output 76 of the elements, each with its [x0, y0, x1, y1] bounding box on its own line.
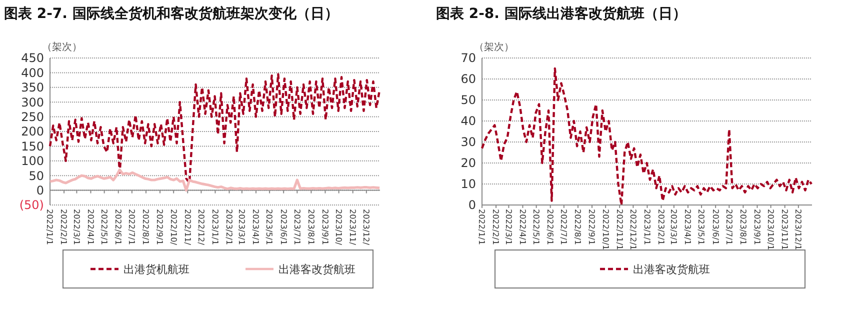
y-tick-label: 50 [28, 168, 44, 183]
x-tick-label: 2023/9/1 [320, 209, 330, 245]
x-tick-label: 2022/12/ [196, 209, 206, 246]
x-tick-label: 2023/10/1 [766, 209, 776, 250]
x-tick-label: 2022/12/1 [628, 209, 638, 250]
x-tick-label: 2023/11/1 [780, 209, 790, 250]
x-tick-label: 2022/9/1 [155, 209, 164, 245]
x-tick-label: 2022/6/1 [114, 209, 123, 245]
y-tick-label: 60 [460, 72, 476, 86]
x-tick-label: 2022/8/1 [573, 209, 582, 245]
line-series [48, 168, 381, 192]
x-tick-label: 2022/2/1 [59, 209, 68, 245]
y-tick-label: 250 [21, 110, 44, 124]
x-tick-label: 2022/11/1 [614, 209, 624, 250]
x-tick-label: 2023/12/ [362, 209, 371, 246]
x-tick-label: 2022/4/1 [86, 209, 95, 245]
x-tick-label: 2023/2/1 [656, 209, 666, 245]
legend-label: 出港客改货航班 [633, 262, 710, 276]
x-tick-label: 2022/4/1 [518, 209, 527, 245]
x-tick-label: 2022/2/1 [491, 209, 500, 245]
x-tick-label: 2022/10/1 [600, 209, 610, 250]
x-tick-label: 2023/5/1 [696, 209, 706, 245]
x-tick-label: 2022/7/1 [559, 209, 568, 245]
y-axis-title: （架次） [42, 41, 82, 53]
x-tick-label: 2022/10/ [168, 209, 178, 246]
x-tick-label: 2022/5/1 [532, 209, 541, 245]
x-tick-label: 2023/7/1 [292, 209, 302, 245]
line-series [48, 73, 381, 184]
y-tick-label: 100 [21, 154, 44, 168]
x-tick-label: 2022/8/1 [141, 209, 150, 245]
x-tick-label: 2023/6/1 [710, 209, 720, 245]
y-tick-label: 10 [460, 177, 476, 192]
x-tick-label: 2023/6/1 [278, 209, 288, 245]
y-tick-label: 150 [21, 139, 44, 154]
x-tick-label: 2023/5/1 [264, 209, 274, 245]
x-tick-label: 2022/7/1 [127, 209, 136, 245]
y-tick-label: 200 [21, 124, 44, 139]
x-tick-label: 2022/3/1 [504, 209, 513, 245]
y-tick-label: 350 [21, 80, 44, 95]
x-tick-label: 2023/3/1 [237, 209, 246, 245]
y-tick-label: 20 [460, 156, 476, 170]
x-tick-label: 2023/8/1 [738, 209, 748, 245]
y-tick-label: 70 [460, 51, 476, 66]
x-tick-label: 2023/9/1 [752, 209, 762, 245]
legend-label: 出港货机航班 [124, 262, 190, 276]
y-tick-label: 0 [468, 198, 476, 212]
chart-title: 图表 2-8. 国际线出港客改货航班（日） [436, 5, 686, 22]
y-tick-label: 400 [21, 66, 44, 80]
x-tick-label: 2023/8/1 [306, 209, 316, 245]
x-tick-label: 2023/11/ [348, 209, 358, 246]
x-tick-label: 2022/11/ [182, 209, 192, 246]
y-tick-label: 50 [460, 93, 476, 108]
y-tick-label: 30 [460, 135, 476, 150]
x-tick-label: 2023/2/1 [224, 209, 234, 245]
y-tick-label: 40 [460, 114, 476, 128]
x-tick-label: 2023/4/1 [251, 209, 260, 245]
x-tick-label: 2022/1/1 [45, 209, 54, 245]
x-tick-label: 2023/1/1 [210, 209, 220, 245]
x-tick-label: 2022/3/1 [72, 209, 81, 245]
x-tick-label: 2023/1/1 [642, 209, 652, 245]
y-tick-label: (50) [19, 198, 44, 212]
x-tick-label: 2023/7/1 [724, 209, 734, 245]
x-tick-label: 2023/3/1 [669, 209, 678, 245]
y-tick-label: 450 [21, 51, 44, 66]
y-tick-label: 300 [21, 95, 44, 110]
y-axis-title: （架次） [474, 41, 514, 53]
chart-title: 图表 2-7. 国际线全货机和客改货航班架次变化（日） [4, 5, 338, 22]
x-tick-label: 2023/4/1 [683, 209, 692, 245]
x-tick-label: 2022/1/1 [477, 209, 486, 245]
x-tick-label: 2022/9/1 [587, 209, 596, 245]
x-tick-label: 2023/12/1 [794, 209, 803, 250]
x-tick-label: 2023/10/ [334, 209, 344, 246]
y-tick-label: 0 [36, 184, 44, 198]
x-tick-label: 2022/6/1 [546, 209, 555, 245]
legend-label: 出港客改货航班 [278, 262, 356, 276]
x-tick-label: 2022/5/1 [100, 209, 109, 245]
